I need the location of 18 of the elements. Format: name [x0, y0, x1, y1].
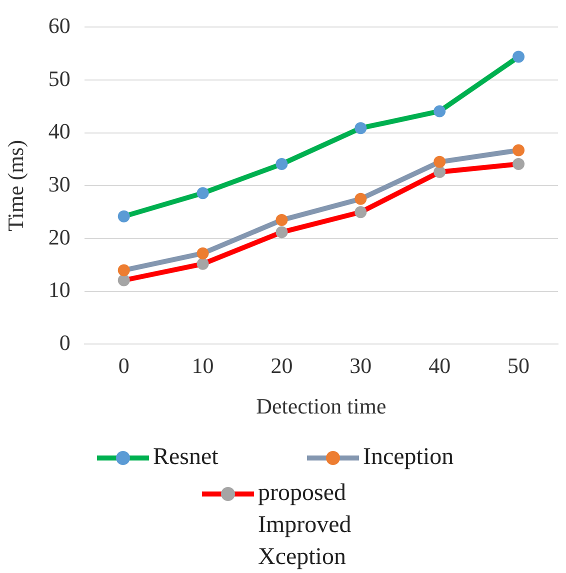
y-tick-label: 60: [48, 12, 70, 38]
y-tick-label: 30: [48, 171, 70, 196]
y-tick-label: 0: [59, 330, 70, 355]
x-tick-label: 50: [508, 353, 530, 378]
y-axis-title: Time (ms): [2, 140, 28, 232]
x-tick-label: 0: [118, 353, 130, 378]
legend-label: Inception: [363, 443, 454, 472]
y-tick-label: 10: [48, 277, 70, 302]
y-tick-label: 20: [48, 224, 70, 250]
y-tick-label: 50: [48, 66, 70, 91]
y-tick-label: 40: [48, 118, 70, 144]
legend-label: proposed Improved Xception: [258, 479, 352, 572]
x-tick-label: 40: [428, 353, 451, 378]
x-tick-label: 20: [270, 353, 293, 378]
legend-label: Resnet: [153, 443, 218, 472]
x-tick-label: 30: [350, 353, 372, 378]
x-axis-title: Detection time: [256, 394, 386, 419]
x-tick-label: 10: [192, 353, 214, 378]
